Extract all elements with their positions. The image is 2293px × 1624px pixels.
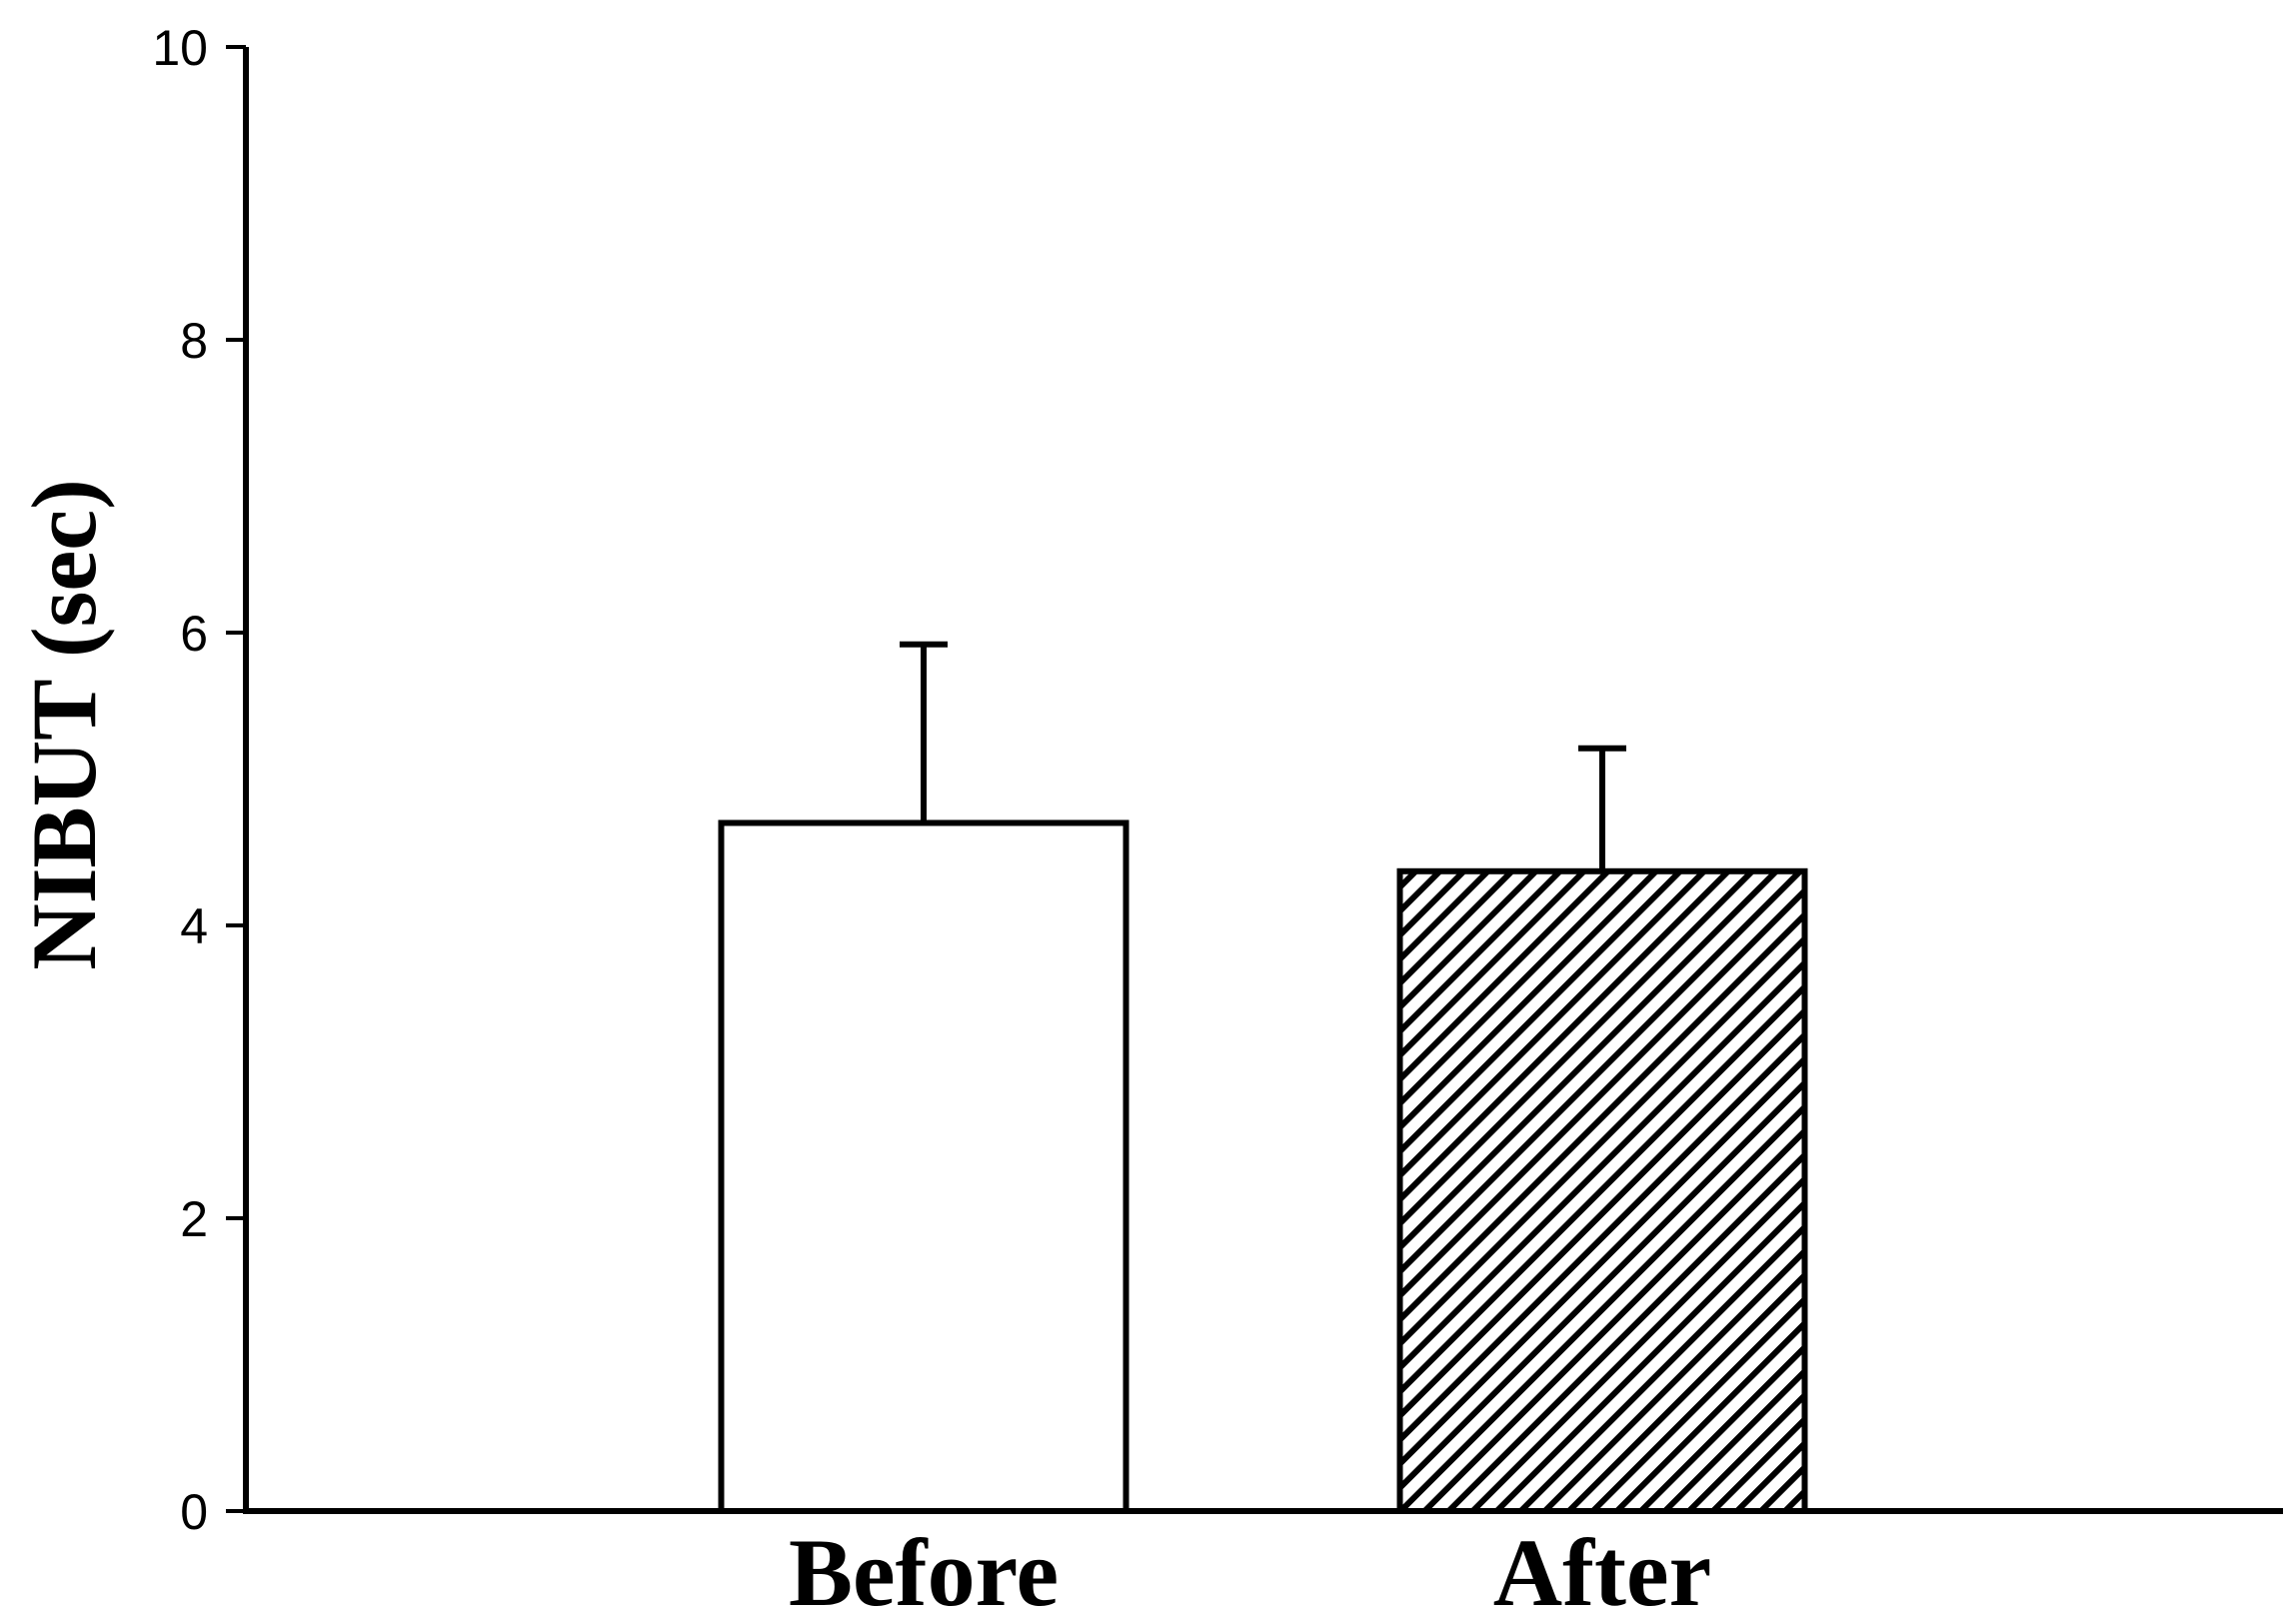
x-tick-label-after: After: [1493, 1519, 1711, 1624]
x-tick-label-before: Before: [789, 1519, 1059, 1624]
bars-layer: [718, 641, 1808, 1514]
axes-layer: [226, 45, 2283, 1514]
y-tick-label-6: 6: [180, 606, 208, 662]
y-tick-label-8: 8: [180, 313, 208, 369]
y-tick-label-4: 4: [180, 898, 208, 954]
y-axis-title: NIBUT (sec): [13, 479, 115, 970]
bar-before: [718, 819, 1130, 1514]
bar-after: [1396, 867, 1808, 1514]
labels-layer: NIBUT (sec) Before After 0 2 4 6 8 10: [13, 20, 1711, 1624]
y-tick-label-2: 2: [180, 1191, 208, 1247]
y-tick-label-0: 0: [180, 1484, 208, 1540]
y-tick-label-10: 10: [152, 20, 208, 76]
